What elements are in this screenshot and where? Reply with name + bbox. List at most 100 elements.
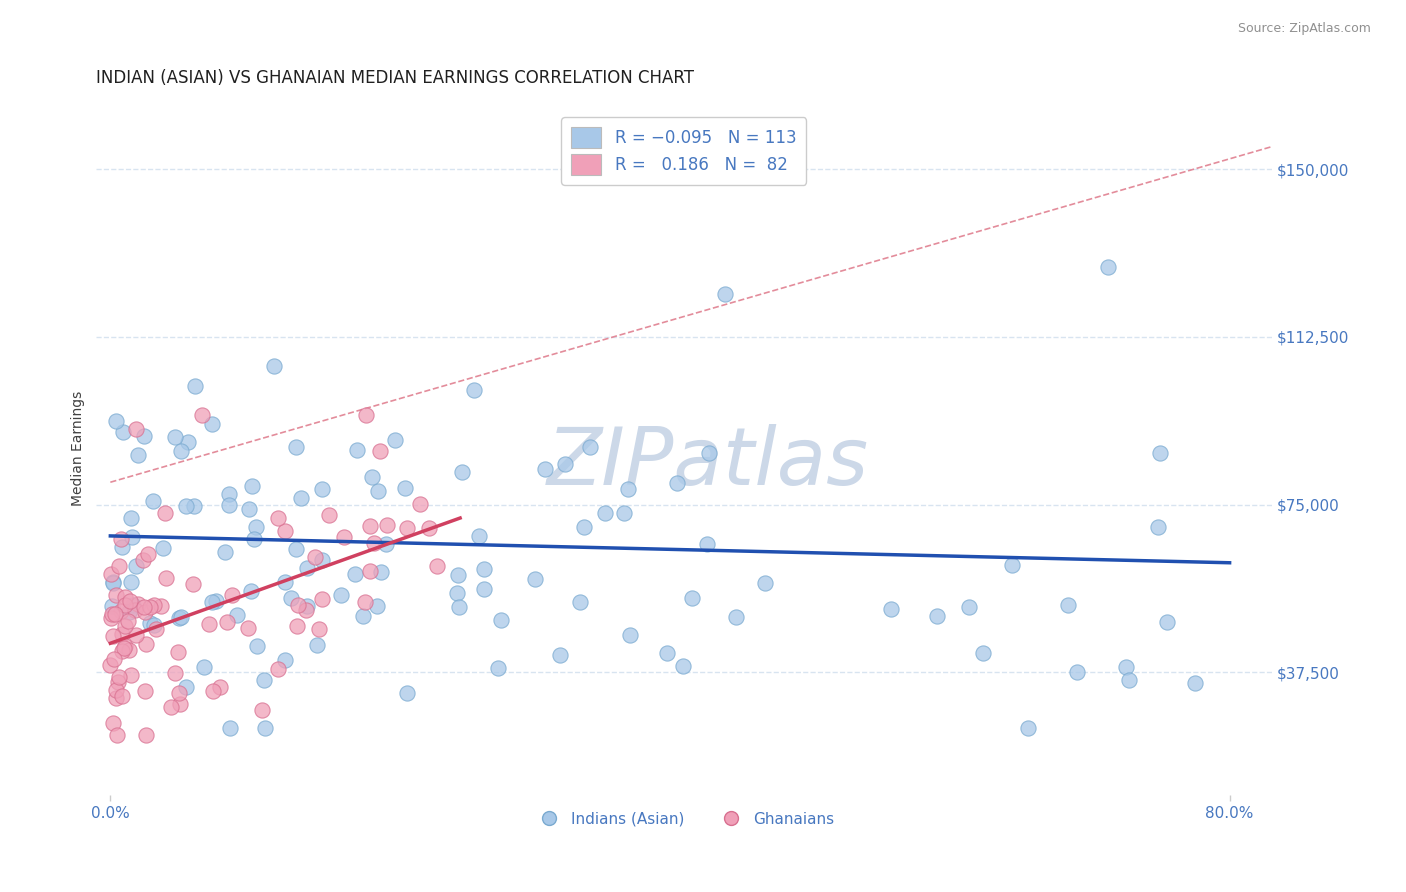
Indians (Asian)	[193, 660, 215, 674]
Ghanaians	[114, 598, 136, 612]
Indians (Asian)	[184, 379, 207, 393]
Indians (Asian)	[285, 541, 308, 556]
Ghanaians	[125, 421, 148, 435]
Indians (Asian)	[666, 476, 689, 491]
Ghanaians	[100, 657, 122, 672]
Text: ZIPatlas: ZIPatlas	[547, 424, 869, 501]
Indians (Asian)	[533, 462, 555, 476]
Indians (Asian)	[1118, 673, 1140, 687]
Indians (Asian)	[174, 500, 197, 514]
Indians (Asian)	[572, 520, 595, 534]
Indians (Asian)	[311, 482, 333, 496]
Ghanaians	[311, 592, 333, 607]
Indians (Asian)	[100, 599, 122, 614]
Indians (Asian)	[238, 502, 260, 516]
Ghanaians	[191, 408, 214, 422]
Indians (Asian)	[142, 494, 165, 508]
Ghanaians	[107, 558, 129, 573]
Indians (Asian)	[1066, 665, 1088, 680]
Indians (Asian)	[396, 686, 419, 700]
Indians (Asian)	[274, 652, 297, 666]
Ghanaians	[418, 520, 440, 534]
Ghanaians	[124, 603, 146, 617]
Ghanaians	[103, 652, 125, 666]
Indians (Asian)	[972, 646, 994, 660]
Indians (Asian)	[117, 605, 139, 619]
Indians (Asian)	[1115, 660, 1137, 674]
Indians (Asian)	[245, 519, 267, 533]
Indians (Asian)	[446, 586, 468, 600]
Ghanaians	[287, 598, 309, 612]
Ghanaians	[169, 697, 191, 711]
Indians (Asian)	[295, 560, 318, 574]
Ghanaians	[107, 675, 129, 690]
Indians (Asian)	[274, 574, 297, 589]
Indians (Asian)	[243, 532, 266, 546]
Indians (Asian)	[451, 465, 474, 479]
Ghanaians	[408, 497, 430, 511]
Ghanaians	[135, 637, 157, 651]
Ghanaians	[295, 602, 318, 616]
Indians (Asian)	[165, 430, 187, 444]
Ghanaians	[208, 680, 231, 694]
Indians (Asian)	[696, 537, 718, 551]
Indians (Asian)	[122, 598, 145, 612]
Indians (Asian)	[111, 425, 134, 440]
Indians (Asian)	[619, 628, 641, 642]
Ghanaians	[134, 606, 156, 620]
Ghanaians	[160, 700, 183, 714]
Text: Source: ZipAtlas.com: Source: ZipAtlas.com	[1237, 22, 1371, 36]
Ghanaians	[145, 622, 167, 636]
Ghanaians	[114, 639, 136, 653]
Ghanaians	[304, 549, 326, 564]
Ghanaians	[250, 703, 273, 717]
Indians (Asian)	[384, 433, 406, 447]
Indians (Asian)	[725, 609, 748, 624]
Indians (Asian)	[174, 680, 197, 694]
Ghanaians	[108, 670, 131, 684]
Ghanaians	[139, 600, 162, 615]
Indians (Asian)	[352, 609, 374, 624]
Indians (Asian)	[1156, 615, 1178, 629]
Ghanaians	[118, 643, 141, 657]
Indians (Asian)	[467, 529, 489, 543]
Ghanaians	[105, 691, 128, 706]
Ghanaians	[134, 599, 156, 614]
Ghanaians	[118, 594, 141, 608]
Indians (Asian)	[201, 417, 224, 432]
Indians (Asian)	[394, 481, 416, 495]
Indians (Asian)	[474, 582, 496, 596]
Ghanaians	[236, 621, 259, 635]
Indians (Asian)	[524, 572, 547, 586]
Ghanaians	[181, 577, 204, 591]
Indians (Asian)	[285, 441, 308, 455]
Indians (Asian)	[125, 558, 148, 573]
Indians (Asian)	[1147, 520, 1170, 534]
Ghanaians	[110, 533, 132, 547]
Indians (Asian)	[246, 639, 269, 653]
Ghanaians	[101, 715, 124, 730]
Indians (Asian)	[925, 608, 948, 623]
Indians (Asian)	[103, 574, 125, 589]
Ghanaians	[100, 611, 122, 625]
Indians (Asian)	[177, 435, 200, 450]
Indians (Asian)	[579, 440, 602, 454]
Ghanaians	[217, 615, 239, 629]
Indians (Asian)	[218, 498, 240, 512]
Indians (Asian)	[569, 595, 592, 609]
Ghanaians	[318, 508, 340, 522]
Indians (Asian)	[1184, 675, 1206, 690]
Indians (Asian)	[681, 591, 703, 606]
Indians (Asian)	[170, 443, 193, 458]
Ghanaians	[105, 588, 128, 602]
Indians (Asian)	[280, 591, 302, 605]
Ghanaians	[150, 599, 173, 614]
Ghanaians	[285, 619, 308, 633]
Ghanaians	[359, 518, 381, 533]
Ghanaians	[395, 521, 418, 535]
Indians (Asian)	[486, 661, 509, 675]
Ghanaians	[354, 408, 377, 422]
Indians (Asian)	[120, 511, 142, 525]
Indians (Asian)	[593, 506, 616, 520]
Indians (Asian)	[449, 599, 471, 614]
